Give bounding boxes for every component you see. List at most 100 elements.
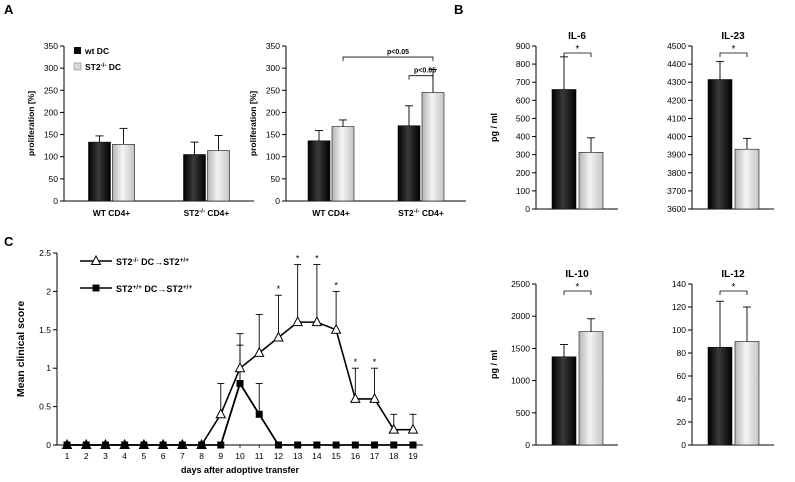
y-tick-label: 40	[677, 394, 687, 404]
data-point	[159, 441, 167, 449]
y-tick-label: 140	[672, 279, 686, 289]
significance-star: *	[732, 44, 736, 55]
x-tick-label: 1	[65, 451, 70, 461]
significance-bracket	[408, 75, 434, 80]
bar	[551, 356, 577, 446]
significance-bracket	[719, 52, 748, 57]
x-category-label: ST2-/- CD4+	[184, 208, 230, 219]
y-tick-label: 4000	[667, 132, 686, 142]
y-tick-label: 100	[516, 186, 530, 196]
y-tick-label: 100	[266, 152, 280, 162]
y-tick-label: 50	[271, 174, 281, 184]
y-tick-label: 350	[44, 41, 58, 51]
bar	[207, 150, 230, 202]
data-point	[330, 323, 342, 334]
legend-marker	[90, 254, 102, 265]
bar	[707, 346, 733, 446]
data-point	[371, 441, 379, 449]
y-tick-label: 3800	[667, 168, 686, 178]
y-tick-label: 1500	[511, 343, 530, 353]
x-tick-label: 14	[312, 451, 322, 461]
data-point	[274, 441, 282, 449]
y-tick-label: 1.5	[39, 325, 51, 335]
data-point	[101, 441, 109, 449]
y-axis-label: Mean clinical score	[15, 301, 27, 397]
y-tick-label: 200	[44, 107, 58, 117]
data-point	[409, 441, 417, 449]
data-point	[178, 441, 186, 449]
x-tick-label: 9	[218, 451, 223, 461]
bar	[307, 140, 331, 202]
data-point	[63, 441, 71, 449]
y-tick-label: 250	[266, 85, 280, 95]
data-point	[82, 441, 90, 449]
y-tick-label: 150	[44, 130, 58, 140]
data-point	[273, 331, 284, 342]
data-point	[350, 392, 361, 403]
y-tick-label: 200	[266, 107, 280, 117]
chart-title: IL-23	[721, 31, 745, 42]
y-tick-label: 900	[516, 41, 530, 51]
p-value-label: p<0.05	[387, 49, 409, 56]
data-point	[253, 346, 265, 357]
y-tick-label: 0	[525, 440, 530, 450]
data-point	[140, 441, 148, 449]
legend-marker	[92, 284, 100, 292]
x-tick-label: 15	[331, 451, 341, 461]
y-tick-label: 4400	[667, 59, 686, 69]
significance-bracket	[563, 52, 592, 57]
chart-title: IL-10	[565, 269, 589, 280]
y-tick-label: 700	[516, 77, 530, 87]
x-tick-label: 12	[274, 451, 284, 461]
y-tick-label: 3700	[667, 186, 686, 196]
y-tick-label: 800	[516, 59, 530, 69]
data-point	[407, 423, 419, 434]
y-tick-label: 250	[44, 85, 58, 95]
x-category-label: ST2-/- CD4+	[398, 208, 444, 219]
x-tick-label: 17	[370, 451, 380, 461]
significance-star: *	[296, 254, 300, 264]
x-tick-label: 16	[351, 451, 361, 461]
y-tick-label: 300	[516, 150, 530, 160]
data-point	[313, 441, 321, 449]
y-tick-label: 200	[516, 168, 530, 178]
bar	[183, 154, 206, 202]
x-tick-label: 10	[235, 451, 245, 461]
y-tick-label: 4300	[667, 77, 686, 87]
x-tick-label: 19	[408, 451, 418, 461]
y-tick-label: 0	[275, 196, 280, 206]
data-point	[234, 362, 246, 373]
data-point	[292, 316, 303, 327]
data-point	[390, 441, 398, 449]
y-tick-label: 0.5	[39, 402, 51, 412]
significance-star: *	[334, 280, 338, 290]
data-point	[311, 316, 323, 327]
x-tick-label: 2	[84, 451, 89, 461]
bar	[578, 152, 604, 210]
data-point	[369, 392, 380, 403]
y-axis-label: pg / ml	[489, 113, 499, 142]
chart-title: IL-6	[568, 31, 586, 42]
bar	[88, 141, 111, 202]
significance-star: *	[315, 254, 319, 264]
data-point	[217, 441, 225, 449]
significance-star: *	[354, 357, 358, 367]
panel-label-a: A	[4, 2, 14, 17]
x-category-label: WT CD4+	[93, 208, 131, 218]
bar	[112, 144, 135, 202]
chart-title: IL-12	[721, 269, 745, 280]
x-tick-label: 3	[103, 451, 108, 461]
series-line	[67, 381, 413, 446]
y-tick-label: 0	[681, 440, 686, 450]
y-tick-label: 1	[46, 363, 51, 373]
y-tick-label: 300	[44, 63, 58, 73]
data-point	[351, 441, 359, 449]
y-tick-label: 0	[53, 196, 58, 206]
significance-star: *	[732, 282, 736, 293]
y-tick-label: 100	[672, 325, 686, 335]
bar	[421, 92, 445, 202]
bar	[734, 341, 760, 446]
significance-star: *	[373, 357, 377, 367]
y-tick-label: 80	[677, 348, 687, 358]
y-tick-label: 4500	[667, 41, 686, 51]
